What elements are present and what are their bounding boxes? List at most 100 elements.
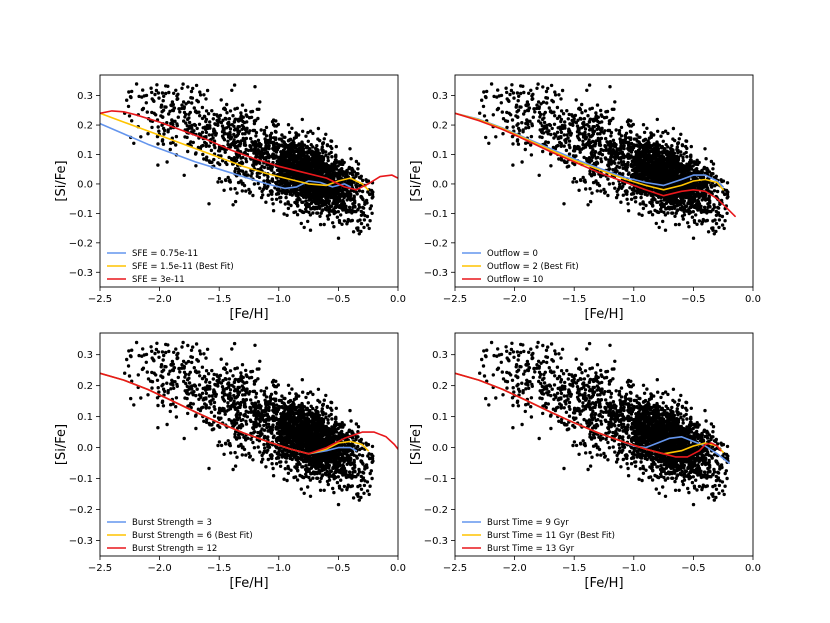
subplot-1: −2.5 −2.0 −1.5 −1.0 −0.5 0.0−0.3−0.2−0.10.00.… <box>54 74 406 322</box>
scatter-point <box>664 151 668 156</box>
scatter-point <box>611 138 616 142</box>
scatter-point <box>254 153 259 158</box>
scatter-point <box>326 155 330 160</box>
scatter-point <box>150 125 154 130</box>
scatter-point <box>600 153 605 157</box>
scatter-point <box>296 160 301 165</box>
scatter-point <box>717 218 722 222</box>
scatter-point <box>516 122 520 126</box>
y-tick-label: 0.0 <box>77 179 93 190</box>
scatter-point <box>651 147 655 152</box>
scatter-point <box>174 143 178 147</box>
scatter-point <box>264 185 269 190</box>
scatter-point <box>325 143 330 147</box>
scatter-point <box>228 130 232 135</box>
scatter-point <box>278 169 282 173</box>
scatter-point <box>253 140 257 144</box>
scatter-point <box>137 94 141 99</box>
scatter-point <box>677 137 681 141</box>
scatter-point <box>191 140 195 145</box>
scatter-point <box>293 175 297 179</box>
scatter-point <box>283 146 287 151</box>
scatter-point <box>606 177 610 181</box>
scatter-point <box>628 124 632 128</box>
scatter-point <box>350 211 354 215</box>
scatter-point <box>619 145 623 149</box>
scatter-point <box>253 85 257 89</box>
scatter-point <box>610 107 614 112</box>
scatter-point <box>648 200 652 205</box>
scatter-point <box>303 203 308 207</box>
scatter-point <box>604 147 608 151</box>
scatter-point <box>594 179 598 183</box>
scatter-point <box>322 190 326 194</box>
scatter-point <box>256 138 261 142</box>
scatter-point <box>582 117 587 121</box>
scatter-point <box>341 200 346 204</box>
scatter-point <box>714 213 719 217</box>
scatter-point <box>302 143 307 147</box>
scatter-point <box>716 206 721 210</box>
x-tick-label: 0.0 <box>390 294 406 305</box>
scatter-point <box>250 140 254 144</box>
scatter-point <box>208 120 212 124</box>
scatter-point <box>556 126 560 130</box>
scatter-point <box>575 130 580 134</box>
scatter-point <box>197 132 202 136</box>
scatter-point <box>310 156 314 161</box>
scatter-point <box>549 164 553 168</box>
scatter-point <box>295 167 299 171</box>
scatter-point <box>359 213 364 217</box>
scatter-point <box>663 129 668 133</box>
scatter-point <box>676 203 681 207</box>
scatter-point <box>315 201 319 205</box>
scatter-point <box>529 143 533 147</box>
scatter-point <box>186 100 191 104</box>
scatter-point <box>127 90 131 94</box>
scatter-point <box>218 113 223 118</box>
scatter-point <box>548 152 553 156</box>
scatter-point <box>309 151 313 156</box>
scatter-point <box>701 217 705 222</box>
scatter-point <box>666 161 670 165</box>
scatter-point <box>659 207 663 211</box>
scatter-point <box>251 193 255 198</box>
scatter-point <box>160 139 165 143</box>
scatter-point <box>149 86 153 90</box>
scatter-point <box>294 157 298 161</box>
scatter-point <box>711 167 715 171</box>
scatter-point <box>515 91 520 95</box>
scatter-point <box>511 91 516 95</box>
scatter-point <box>520 160 524 164</box>
scatter-point <box>301 154 306 158</box>
scatter-point <box>666 199 671 204</box>
scatter-point <box>319 171 323 176</box>
scatter-point <box>259 154 264 159</box>
scatter-point <box>358 184 362 188</box>
scatter-point <box>707 197 711 201</box>
scatter-point <box>245 114 249 119</box>
scatter-point <box>262 157 266 161</box>
scatter-point <box>228 109 233 113</box>
scatter-point <box>624 140 628 145</box>
y-axis-label: [Si/Fe] <box>54 160 69 201</box>
scatter-point <box>264 200 268 204</box>
scatter-point <box>180 103 184 107</box>
scatter-point <box>347 196 351 201</box>
scatter-point <box>567 143 571 147</box>
x-tick-label: −1.0 <box>267 294 291 305</box>
scatter-point <box>267 156 271 160</box>
scatter-point <box>714 229 718 234</box>
scatter-point <box>204 109 209 113</box>
scatter-point <box>480 98 484 102</box>
scatter-point <box>302 195 306 199</box>
scatter-point <box>642 153 647 157</box>
scatter-point <box>519 91 523 96</box>
scatter-point <box>570 118 574 123</box>
scatter-point <box>204 158 209 162</box>
scatter-point <box>167 112 171 116</box>
scatter-point <box>563 138 567 142</box>
scatter-point <box>153 92 157 97</box>
scatter-point <box>254 134 258 138</box>
scatter-point <box>247 187 251 192</box>
